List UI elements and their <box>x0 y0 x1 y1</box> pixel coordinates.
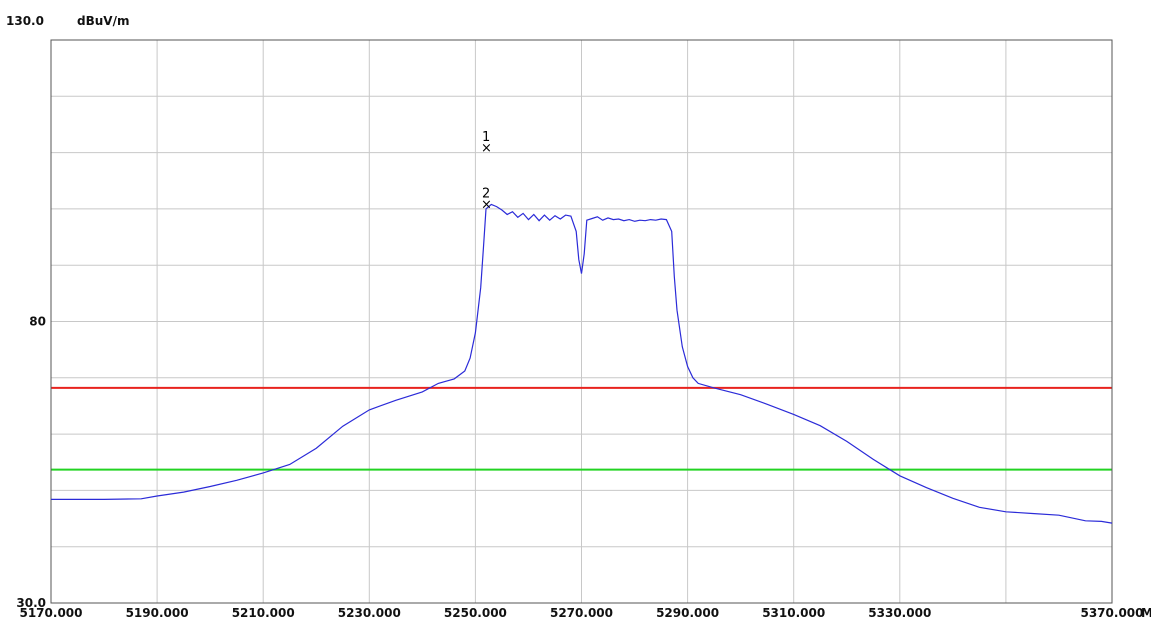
marker-label-1: 1 <box>482 130 490 145</box>
unit-label: dBuV/m <box>77 14 129 28</box>
markers: 1×2× <box>481 130 492 212</box>
grid <box>51 40 1112 603</box>
y-max-label: 130.0 <box>6 14 44 28</box>
x-tick-label: 5230.000 <box>338 606 401 620</box>
spectrum-trace-1 <box>51 203 1113 524</box>
x-unit-label: MHz <box>1141 606 1151 620</box>
y-tick-label: 80 <box>29 315 46 329</box>
x-tick-labels: 5170.000 5190.000 5210.000 5230.000 5250.000… <box>19 606 1151 620</box>
x-tick-label: 5370.000 <box>1080 606 1143 620</box>
limit-lines <box>51 386 1112 471</box>
plot-frame <box>50 39 1113 604</box>
x-tick-label: 5330.000 <box>868 606 931 620</box>
x-tick-label: 5250.000 <box>444 606 507 620</box>
x-tick-label: 5190.000 <box>126 606 189 620</box>
x-tick-label: 5290.000 <box>656 606 719 620</box>
marker-label-2: 2 <box>482 186 490 201</box>
x-tick-label: 5310.000 <box>762 606 825 620</box>
marker-cross-1: × <box>481 141 492 156</box>
marker-cross-2: × <box>481 197 492 212</box>
x-tick-label: 5210.000 <box>232 606 295 620</box>
series <box>51 203 1113 524</box>
x-tick-label: 5270.000 <box>550 606 613 620</box>
y-tick-label: 30.0 <box>16 596 46 610</box>
x-tick-label: 5170.000 <box>19 606 82 620</box>
y-tick-labels: 80 30.0 <box>16 315 46 611</box>
